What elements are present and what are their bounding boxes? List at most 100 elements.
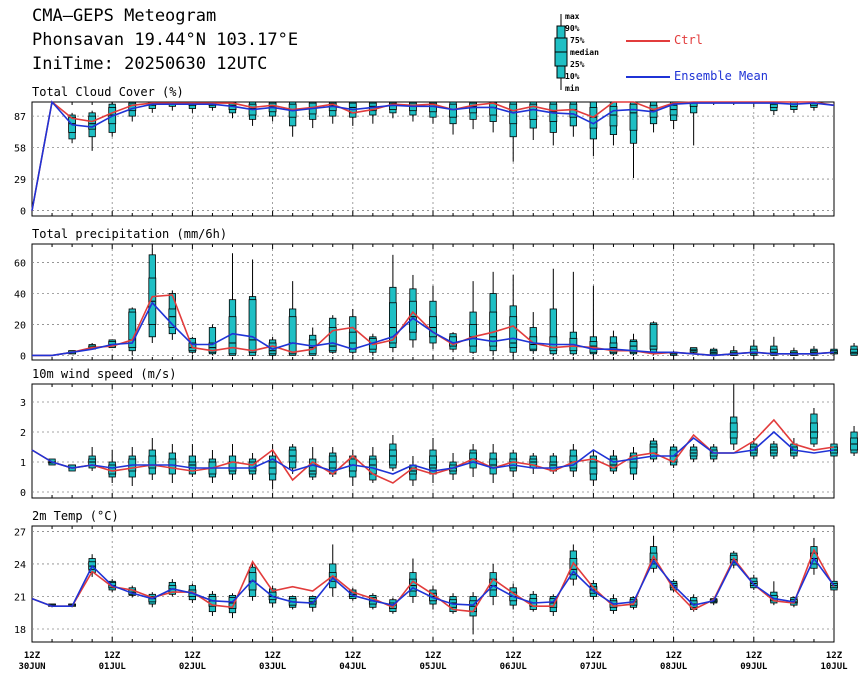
y-tick-label: 0 <box>20 207 26 218</box>
box-p25-p75 <box>629 341 638 353</box>
x-tick-label: 12Z <box>104 651 121 661</box>
y-tick-label: 87 <box>14 112 26 123</box>
panel-frame <box>31 525 835 643</box>
y-tick-label: 1 <box>20 458 26 469</box>
box-p25-p75 <box>629 103 638 131</box>
box-p25-p75 <box>308 598 317 605</box>
ctrl-series-line <box>31 418 835 484</box>
x-tick-label: 12Z <box>184 651 201 661</box>
panel-title: 2m Temp (°C) <box>32 509 119 523</box>
x-tick-label: 12Z <box>665 651 682 661</box>
box-p25-p75 <box>669 104 678 116</box>
box-p25-p75 <box>148 455 157 469</box>
y-tick-label: 0 <box>20 351 26 362</box>
box-p25-p75 <box>749 348 758 355</box>
y-tick-label: 20 <box>14 320 26 331</box>
x-tick-label: 12Z <box>425 651 442 661</box>
y-tick-label: 24 <box>14 560 26 571</box>
box-p25-p75 <box>649 324 658 350</box>
box-p25-p75 <box>810 422 818 439</box>
box-p25-p75 <box>429 455 437 469</box>
ctrl-series-line <box>31 547 835 613</box>
x-tick-label: 06JUL <box>500 662 528 672</box>
y-tick-label: 27 <box>14 527 26 538</box>
legend-median: median <box>570 48 599 57</box>
box-p25-p75 <box>489 311 498 347</box>
y-tick-label: 40 <box>14 289 26 300</box>
box-p25-p75 <box>850 348 858 355</box>
box-p25-p75 <box>509 103 518 125</box>
init-time-label: IniTime: 20250630 12UTC <box>32 54 268 74</box>
x-tick-label: 12Z <box>264 651 281 661</box>
y-tick-label: 21 <box>14 592 26 603</box>
mean-series-line <box>31 430 835 475</box>
panel-title: 10m wind speed (m/s) <box>32 367 177 381</box>
x-tick-label: 09JUL <box>740 662 768 672</box>
x-tick-label: 30JUN <box>18 662 45 672</box>
legend-p10: 10% <box>565 72 580 81</box>
box-p25-p75 <box>388 302 397 344</box>
x-tick-label: 04JUL <box>339 662 367 672</box>
box-p25-p75 <box>649 552 658 565</box>
box-p25-p75 <box>729 422 738 439</box>
x-tick-label: 07JUL <box>580 662 608 672</box>
chart-title: CMA—GEPS Meteogram <box>32 6 217 26</box>
box-p25-p75 <box>609 105 618 127</box>
panel-title: Total precipitation (mm/6h) <box>32 227 227 241</box>
boxplot-legend: max 90% 75% median 25% 10% min <box>548 10 618 94</box>
box-p10-p90 <box>208 327 217 355</box>
x-tick-label: 12Z <box>345 651 362 661</box>
x-tick-label: 12Z <box>24 651 41 661</box>
legend-p25: 25% <box>570 60 585 69</box>
legend-mean-label: Ensemble Mean <box>674 69 768 83</box>
y-tick-label: 60 <box>14 259 26 270</box>
box-p25-p75 <box>469 324 478 347</box>
x-tick-label: 01JUL <box>99 662 127 672</box>
mean-series-line <box>31 100 835 211</box>
x-tick-label: 02JUL <box>179 662 207 672</box>
legend-p90: 90% <box>565 24 580 33</box>
x-tick-label: 03JUL <box>259 662 287 672</box>
location-label: Phonsavan 19.44°N 103.17°E <box>32 30 299 50</box>
box-p10-p90 <box>549 308 557 355</box>
x-tick-label: 12Z <box>585 651 602 661</box>
panel-title: Total Cloud Cover (%) <box>32 85 184 99</box>
box-p25-p75 <box>288 316 297 355</box>
box-p25-p75 <box>88 115 97 130</box>
ctrl-series-line <box>31 100 835 211</box>
y-tick-label: 3 <box>20 398 26 409</box>
box-p25-p75 <box>248 299 257 353</box>
box-p25-p75 <box>348 331 357 350</box>
x-tick-label: 12Z <box>505 651 522 661</box>
box-p25-p75 <box>328 327 337 352</box>
box-p25-p75 <box>388 449 397 466</box>
legend-box-glyph <box>554 14 568 90</box>
x-tick-label: 05JUL <box>419 662 447 672</box>
y-tick-label: 18 <box>14 625 26 636</box>
box-p25-p75 <box>168 308 177 328</box>
x-tick-label: 10JUL <box>820 662 848 672</box>
legend-min: min <box>565 84 580 93</box>
legend-max: max <box>565 12 580 21</box>
box-p25-p75 <box>168 458 177 469</box>
mean-series-line <box>31 556 835 608</box>
box-p25-p75 <box>449 103 457 118</box>
legend-p75: 75% <box>570 36 585 45</box>
box-p25-p75 <box>649 443 658 454</box>
x-tick-label: 08JUL <box>660 662 688 672</box>
legend-ctrl-label: Ctrl <box>674 33 703 47</box>
mean-series-line <box>32 301 835 357</box>
legend-ctrl-line <box>626 40 670 42</box>
y-tick-label: 29 <box>14 175 26 186</box>
y-tick-label: 2 <box>20 428 26 439</box>
box-p25-p75 <box>429 316 437 338</box>
y-tick-label: 0 <box>20 488 26 499</box>
box-p25-p75 <box>529 103 538 120</box>
box-p25-p75 <box>509 316 518 349</box>
legend-mean-line <box>626 76 670 78</box>
x-tick-label: 12Z <box>826 651 843 661</box>
box-p25-p75 <box>128 311 137 349</box>
x-tick-label: 12Z <box>746 651 763 661</box>
y-tick-label: 58 <box>14 144 26 155</box>
